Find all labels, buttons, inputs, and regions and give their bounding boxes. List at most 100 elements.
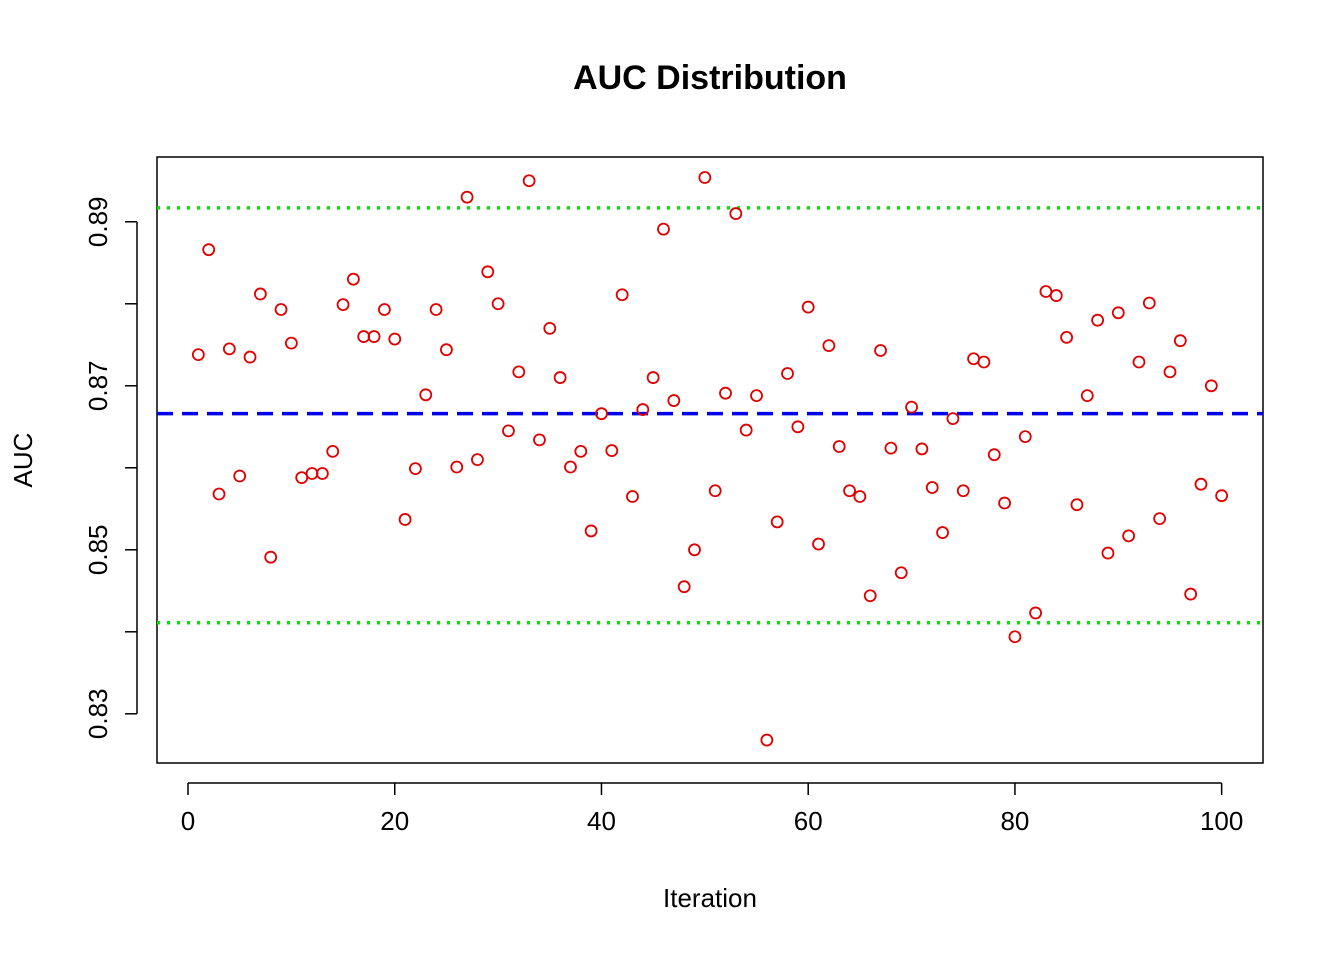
point — [243, 350, 257, 364]
point — [832, 440, 846, 453]
point — [222, 342, 236, 356]
point — [729, 207, 743, 220]
point — [770, 515, 784, 529]
point — [264, 550, 278, 564]
point — [636, 403, 650, 416]
point — [471, 453, 484, 466]
point — [543, 321, 557, 335]
y-tick-label: 0.83 — [83, 688, 113, 739]
point — [315, 467, 329, 480]
point — [853, 490, 867, 503]
point — [1173, 334, 1187, 348]
point — [977, 355, 991, 369]
x-tick-label: 40 — [587, 806, 616, 836]
point — [843, 484, 856, 498]
point — [367, 330, 381, 343]
point — [553, 371, 567, 384]
point — [719, 386, 732, 400]
point — [191, 348, 205, 362]
point — [1204, 379, 1218, 393]
point — [398, 513, 412, 526]
x-axis-label: Iteration — [663, 883, 757, 913]
point — [491, 297, 505, 311]
point — [863, 589, 877, 603]
point — [564, 460, 577, 474]
y-tick-label: 0.87 — [83, 360, 113, 411]
point — [429, 303, 443, 316]
point — [574, 444, 588, 458]
point — [791, 420, 805, 434]
point — [905, 400, 918, 414]
point — [233, 469, 247, 483]
point — [1049, 289, 1063, 302]
y-tick-label: 0.85 — [83, 524, 113, 575]
x-tick-label: 100 — [1200, 806, 1243, 836]
y-axis-label: AUC — [8, 433, 38, 488]
y-tick-label: 0.89 — [83, 196, 113, 247]
point — [915, 442, 929, 456]
point — [688, 543, 701, 557]
point — [998, 496, 1011, 510]
point — [1101, 546, 1115, 560]
point — [336, 298, 350, 312]
point — [1132, 355, 1146, 369]
x-tick-label: 20 — [380, 806, 409, 836]
point — [936, 526, 949, 539]
point — [1080, 389, 1094, 403]
point — [884, 441, 898, 455]
plot-frame — [156, 156, 1264, 764]
point — [253, 287, 267, 301]
point — [677, 580, 691, 594]
point — [874, 344, 887, 357]
point — [1060, 331, 1074, 344]
point — [739, 423, 753, 437]
point — [1215, 489, 1229, 503]
point — [440, 343, 453, 357]
point — [1163, 365, 1177, 379]
point — [212, 487, 226, 501]
chart-title: AUC Distribution — [573, 59, 847, 97]
point — [801, 300, 815, 314]
x-tick-label: 60 — [794, 806, 823, 836]
point — [1122, 529, 1136, 543]
point — [1142, 296, 1156, 310]
point — [274, 303, 288, 316]
point — [512, 365, 526, 379]
point — [284, 336, 298, 350]
point — [419, 388, 433, 402]
point — [894, 566, 908, 580]
point — [1018, 430, 1032, 444]
point — [481, 265, 495, 279]
point — [522, 174, 536, 188]
point — [326, 444, 340, 458]
point — [657, 222, 670, 236]
point — [595, 407, 608, 421]
point — [615, 288, 629, 302]
point — [626, 490, 639, 503]
point — [987, 448, 1001, 462]
point — [646, 371, 660, 384]
point — [1008, 630, 1022, 644]
point — [1029, 606, 1042, 620]
point — [812, 537, 825, 551]
point — [925, 481, 939, 494]
point — [460, 190, 474, 204]
point — [450, 460, 464, 474]
point — [605, 444, 619, 457]
point — [346, 272, 360, 286]
point — [502, 424, 515, 438]
point — [760, 733, 774, 747]
point — [1194, 477, 1208, 491]
point — [698, 171, 712, 184]
point — [708, 484, 722, 498]
point — [781, 367, 794, 380]
point — [1070, 498, 1084, 512]
point — [1091, 313, 1105, 327]
x-tick-label: 0 — [181, 806, 195, 836]
point — [1111, 306, 1125, 320]
point — [946, 412, 960, 425]
point — [667, 394, 681, 407]
point — [533, 433, 546, 447]
